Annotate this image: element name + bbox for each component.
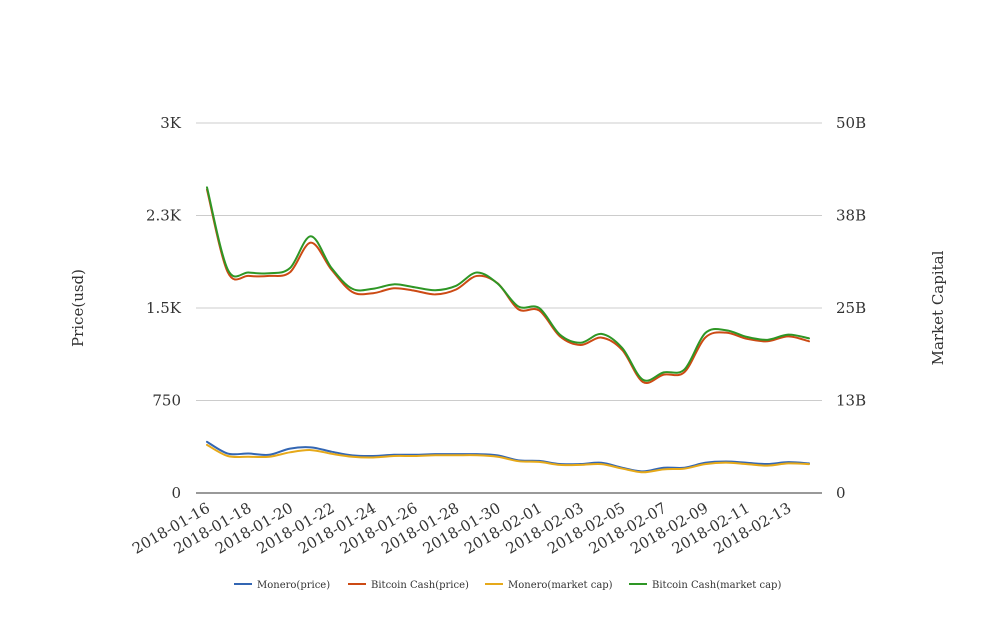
y-left-tick-labels: 0 750 1.5K 2.3K 3K <box>146 114 182 502</box>
series-line-monero-price <box>206 440 810 473</box>
series-line-monero-market-cap <box>206 443 810 474</box>
y-right-tick-label: 25B <box>836 299 866 317</box>
legend-item-monero-market-cap: Monero(market cap) <box>485 580 613 591</box>
legend-item-monero-price: Monero(price) <box>234 580 330 591</box>
y-right-tick-label: 0 <box>836 484 846 502</box>
y-right-tick-label: 38B <box>836 207 866 225</box>
legend-item-bitcoin-cash-price: Bitcoin Cash(price) <box>348 580 469 591</box>
grid-lines <box>196 122 822 401</box>
y-left-tick-label: 0 <box>171 484 181 502</box>
y-left-tick-label: 3K <box>160 114 182 132</box>
legend-label: Bitcoin Cash(price) <box>371 580 469 591</box>
series-line-bitcoin-cash-market-cap <box>206 186 810 382</box>
y-left-tick-label: 2.3K <box>146 207 182 225</box>
series-lines <box>206 186 810 474</box>
legend-item-bitcoin-cash-market-cap: Bitcoin Cash(market cap) <box>629 580 781 591</box>
legend-label: Monero(market cap) <box>508 580 613 591</box>
legend-label: Monero(price) <box>257 580 330 591</box>
y-right-tick-label: 50B <box>836 114 866 132</box>
x-tick-labels: 2018-01-162018-01-182018-01-202018-01-22… <box>129 499 794 558</box>
series-line-bitcoin-cash-price <box>206 188 810 384</box>
legend: Monero(price) Bitcoin Cash(price) Monero(m… <box>234 580 781 591</box>
y-left-tick-label: 750 <box>152 392 181 410</box>
y-right-tick-label: 13B <box>836 392 866 410</box>
legend-label: Bitcoin Cash(market cap) <box>652 580 781 591</box>
y-right-axis-title: Market Capital <box>929 250 947 365</box>
y-right-tick-labels: 0 13B 25B 38B 50B <box>836 114 866 502</box>
y-left-axis-title: Price(usd) <box>69 269 87 347</box>
y-left-tick-label: 1.5K <box>146 299 182 317</box>
